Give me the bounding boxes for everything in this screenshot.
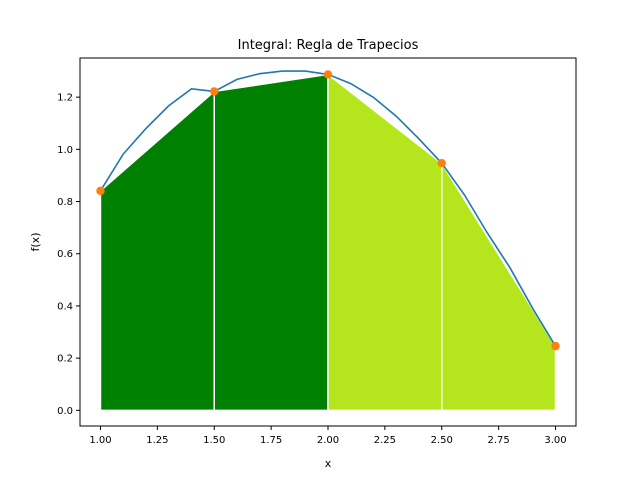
chart-title: Integral: Regla de Trapecios bbox=[238, 38, 419, 53]
y-axis-title: f(x) bbox=[29, 233, 42, 252]
x-axis-title: x bbox=[325, 457, 332, 470]
x-tick-label: 1.00 bbox=[89, 435, 111, 446]
x-axis: 1.00 1.25 1.50 1.75 2.00 2.25 2.50 2.75 3.00 bbox=[89, 426, 567, 446]
x-tick-label: 1.50 bbox=[203, 435, 225, 446]
x-tick-label: 2.25 bbox=[374, 435, 396, 446]
x-tick-label: 2.75 bbox=[488, 435, 510, 446]
sample-point-2 bbox=[210, 87, 219, 96]
y-tick-label: 1.2 bbox=[57, 93, 73, 104]
y-tick-label: 0.2 bbox=[57, 354, 73, 365]
x-tick-label: 2.50 bbox=[431, 435, 453, 446]
x-tick-label: 1.75 bbox=[260, 435, 282, 446]
y-axis: 0.0 0.2 0.4 0.6 0.8 1.0 1.2 bbox=[57, 93, 80, 417]
sample-point-5 bbox=[551, 341, 560, 351]
trapezoid-2 bbox=[213, 73, 329, 412]
y-tick-label: 0.0 bbox=[57, 406, 73, 417]
x-tick-label: 2.00 bbox=[317, 435, 339, 446]
y-tick-label: 1.0 bbox=[57, 145, 73, 156]
sample-point-4 bbox=[437, 158, 446, 168]
y-tick-label: 0.6 bbox=[57, 249, 73, 260]
x-tick-label: 3.00 bbox=[544, 435, 566, 446]
y-tick-label: 0.8 bbox=[57, 197, 73, 208]
x-tick-label: 1.25 bbox=[146, 435, 168, 446]
sample-point-1 bbox=[96, 186, 105, 196]
sample-point-3 bbox=[323, 70, 333, 79]
plot-area bbox=[96, 70, 560, 412]
y-tick-label: 0.4 bbox=[57, 301, 73, 312]
